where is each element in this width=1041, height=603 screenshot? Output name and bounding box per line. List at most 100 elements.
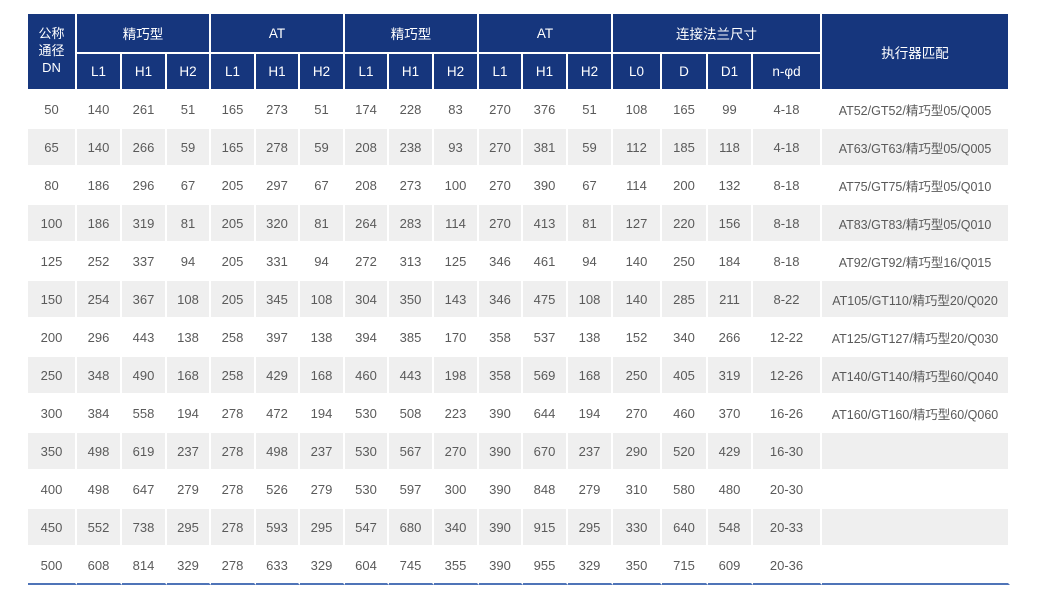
cell-dimension: 198 [434, 357, 479, 395]
cell-dimension: 272 [345, 243, 389, 281]
cell-dimension: 81 [568, 205, 613, 243]
cell-dimension: 20-36 [753, 547, 822, 585]
cell-dimension: 278 [211, 471, 256, 509]
sub-header-n-phi-d: n-φd [753, 54, 822, 91]
cell-actuator-match: AT140/GT140/精巧型60/Q040 [822, 357, 1010, 395]
group-header-flange-size: 连接法兰尺寸 [613, 14, 822, 54]
sub-header-l1: L1 [211, 54, 256, 91]
cell-dimension: 205 [211, 205, 256, 243]
cell-dimension: 350 [389, 281, 434, 319]
cell-dimension: 8-18 [753, 205, 822, 243]
cell-dimension: 270 [479, 167, 523, 205]
spec-table-container: 公称 通径 DN 精巧型 AT 精巧型 AT 连接法兰尺寸 执行器匹配 L1 H… [28, 14, 1010, 585]
cell-dimension: 270 [613, 395, 662, 433]
sub-header-l0: L0 [613, 54, 662, 91]
cell-dn: 250 [28, 357, 77, 395]
cell-dimension: 59 [300, 129, 345, 167]
cell-dimension: 250 [613, 357, 662, 395]
cell-dimension: 8-18 [753, 167, 822, 205]
cell-dn: 80 [28, 167, 77, 205]
cell-actuator-match [822, 547, 1010, 585]
sub-header-h2: H2 [167, 54, 211, 91]
cell-dimension: 252 [77, 243, 122, 281]
cell-dimension: 184 [708, 243, 753, 281]
cell-actuator-match: AT160/GT160/精巧型60/Q060 [822, 395, 1010, 433]
cell-dimension: 475 [523, 281, 568, 319]
cell-dimension: 20-30 [753, 471, 822, 509]
cell-dimension: 83 [434, 91, 479, 129]
cell-dimension: 156 [708, 205, 753, 243]
cell-actuator-match: AT125/GT127/精巧型20/Q030 [822, 319, 1010, 357]
cell-dimension: 715 [662, 547, 708, 585]
cell-dimension: 228 [389, 91, 434, 129]
cell-dimension: 498 [77, 433, 122, 471]
cell-dimension: 348 [77, 357, 122, 395]
cell-dimension: 237 [300, 433, 345, 471]
cell-dimension: 165 [211, 91, 256, 129]
cell-dimension: 443 [389, 357, 434, 395]
table-row: 80 186 296 67 205 297 67 208 273 100 270 390 67 114 20… [28, 167, 1010, 205]
cell-dimension: 208 [345, 129, 389, 167]
cell-dimension: 296 [122, 167, 167, 205]
cell-dimension: 633 [256, 547, 300, 585]
cell-dimension: 329 [568, 547, 613, 585]
cell-dimension: 670 [523, 433, 568, 471]
cell-dimension: 266 [708, 319, 753, 357]
cell-dimension: 443 [122, 319, 167, 357]
cell-dimension: 619 [122, 433, 167, 471]
cell-dimension: 168 [568, 357, 613, 395]
cell-dimension: 12-26 [753, 357, 822, 395]
cell-dimension: 138 [568, 319, 613, 357]
cell-dimension: 310 [613, 471, 662, 509]
cell-dimension: 397 [256, 319, 300, 357]
cell-dimension: 385 [389, 319, 434, 357]
table-row: 250 348 490 168 258 429 168 460 443 198 358 569 168 2… [28, 357, 1010, 395]
cell-actuator-match [822, 433, 1010, 471]
cell-dimension: 279 [568, 471, 613, 509]
cell-dimension: 680 [389, 509, 434, 547]
cell-dimension: 185 [662, 129, 708, 167]
table-row: 150 254 367 108 205 345 108 304 350 143 346 475 108 1… [28, 281, 1010, 319]
cell-dimension: 168 [167, 357, 211, 395]
cell-dimension: 295 [300, 509, 345, 547]
cell-dimension: 530 [345, 471, 389, 509]
group-header-compact-2: 精巧型 [345, 14, 479, 54]
cell-dimension: 508 [389, 395, 434, 433]
cell-dimension: 593 [256, 509, 300, 547]
cell-dimension: 390 [479, 471, 523, 509]
table-row: 400 498 647 279 278 526 279 530 597 300 390 848 279 3… [28, 471, 1010, 509]
cell-dimension: 597 [389, 471, 434, 509]
cell-dimension: 258 [211, 319, 256, 357]
cell-dimension: 350 [613, 547, 662, 585]
cell-dimension: 81 [300, 205, 345, 243]
cell-dimension: 140 [77, 91, 122, 129]
cell-dimension: 329 [300, 547, 345, 585]
cell-dimension: 205 [211, 281, 256, 319]
cell-dimension: 278 [211, 395, 256, 433]
cell-dn: 125 [28, 243, 77, 281]
cell-dn: 450 [28, 509, 77, 547]
cell-dimension: 223 [434, 395, 479, 433]
cell-dimension: 283 [389, 205, 434, 243]
cell-dimension: 67 [300, 167, 345, 205]
cell-dimension: 304 [345, 281, 389, 319]
cell-dn: 500 [28, 547, 77, 585]
cell-dimension: 295 [167, 509, 211, 547]
cell-dimension: 127 [613, 205, 662, 243]
cell-dimension: 461 [523, 243, 568, 281]
cell-dimension: 278 [211, 509, 256, 547]
table-row: 200 296 443 138 258 397 138 394 385 170 358 537 138 1… [28, 319, 1010, 357]
sub-header-l1: L1 [345, 54, 389, 91]
cell-dimension: 814 [122, 547, 167, 585]
cell-dimension: 320 [256, 205, 300, 243]
table-row: 500 608 814 329 278 633 329 604 745 355 390 955 329 3… [28, 547, 1010, 585]
sub-header-l1: L1 [77, 54, 122, 91]
sub-header-d1: D1 [708, 54, 753, 91]
cell-dimension: 108 [167, 281, 211, 319]
spec-table-header: 公称 通径 DN 精巧型 AT 精巧型 AT 连接法兰尺寸 执行器匹配 L1 H… [28, 14, 1010, 91]
cell-dimension: 51 [568, 91, 613, 129]
cell-dimension: 237 [167, 433, 211, 471]
cell-dimension: 520 [662, 433, 708, 471]
cell-dimension: 429 [708, 433, 753, 471]
cell-dimension: 526 [256, 471, 300, 509]
